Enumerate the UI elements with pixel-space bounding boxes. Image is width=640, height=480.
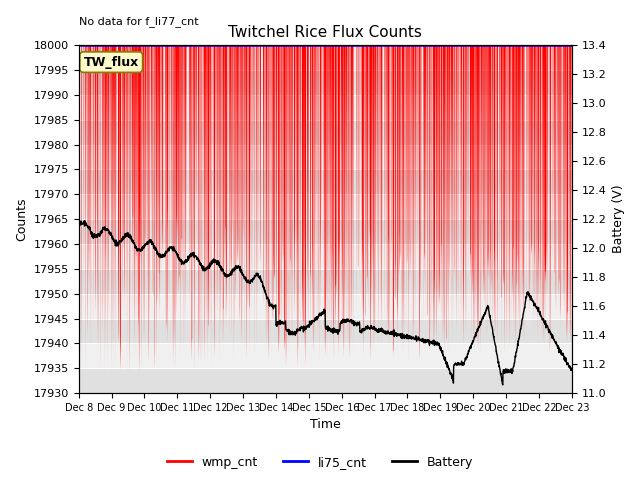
Bar bbox=[79, 120, 572, 144]
Legend: wmp_cnt, li75_cnt, Battery: wmp_cnt, li75_cnt, Battery bbox=[162, 451, 478, 474]
Bar bbox=[79, 219, 572, 244]
Y-axis label: Counts: Counts bbox=[15, 197, 28, 241]
Bar bbox=[79, 319, 572, 343]
Bar bbox=[79, 368, 572, 393]
Text: No data for f_li77_cnt: No data for f_li77_cnt bbox=[79, 16, 198, 27]
Bar bbox=[79, 269, 572, 294]
Text: TW_flux: TW_flux bbox=[84, 56, 139, 69]
X-axis label: Time: Time bbox=[310, 419, 340, 432]
Bar bbox=[79, 169, 572, 194]
Bar bbox=[79, 70, 572, 95]
Title: Twitchel Rice Flux Counts: Twitchel Rice Flux Counts bbox=[228, 25, 422, 40]
Y-axis label: Battery (V): Battery (V) bbox=[612, 185, 625, 253]
